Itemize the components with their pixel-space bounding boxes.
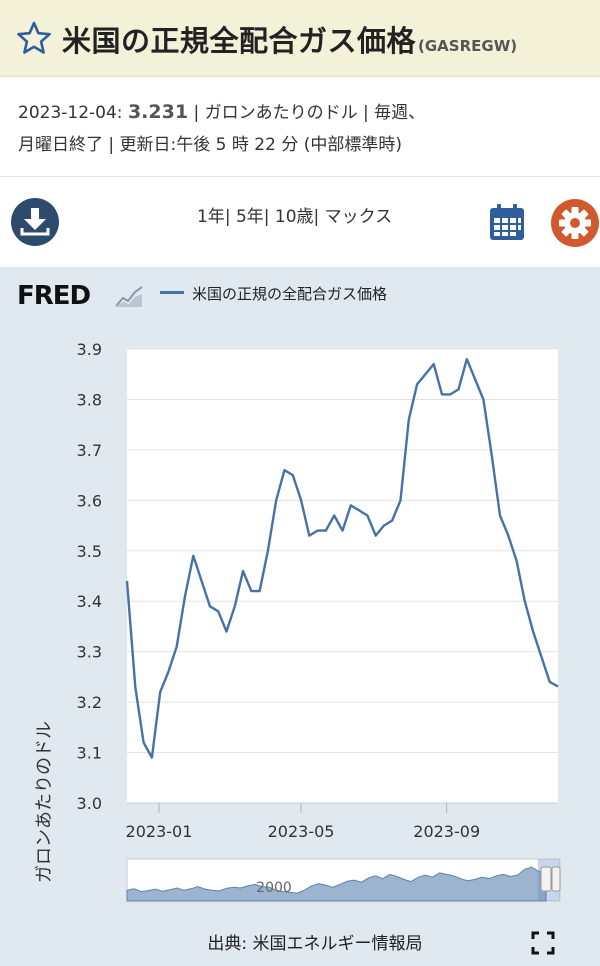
y-tick-label: 3.2 [77,693,102,712]
fullscreen-icon[interactable] [531,931,555,955]
source-note: 出典: 米国エネルギー情報局 [207,934,423,954]
x-tick-label: 2023-01 [126,822,193,841]
meta-line-2: 月曜日終了 | 更新日:午後 5 時 22 分 (中部標準時) [18,135,402,155]
y-tick-label: 3.9 [77,340,102,359]
title-bar: 米国の正規全配合ガス価格 (GASREGW) [0,0,600,77]
y-tick-label: 3.5 [77,542,102,561]
observation-value: 3.231 [127,101,189,123]
y-tick-label: 3.4 [77,592,102,611]
y-tick-label: 3.7 [77,441,102,460]
y-tick-label: 3.0 [77,794,102,813]
navigator-handle-right[interactable] [551,866,561,892]
x-tick-label: 2023-09 [413,822,480,841]
legend-label: 米国の正規の全配合ガス価格 [192,285,388,303]
date-range-selector: 1年| 5年| 10歳| マックス [197,202,392,227]
line-chart: 3.0 3.1 3.2 3.3 3.4 3.5 3.6 3.7 3.8 3.9 2023-01 20… [34,340,561,902]
observation-date: 2023-12-04: [18,103,123,123]
chart-legend: 米国の正規の全配合ガス価格 [160,283,387,304]
download-icon[interactable] [10,197,60,247]
series-id: (GASREGW) [418,37,518,55]
y-tick-label: 3.1 [77,744,102,763]
gear-icon[interactable] [550,198,600,248]
meta-units-frequency: | ガロンあたりのドル | 毎週、 [188,103,426,123]
meta-line-1: 2023-12-04: 3.231 | ガロンあたりのドル | 毎週、 [18,96,588,129]
range-10y[interactable]: 10歳| [274,207,320,227]
range-max[interactable]: マックス [324,207,393,227]
calendar-icon[interactable] [489,203,525,241]
chart-panel: 3.0 3.1 3.2 3.3 3.4 3.5 3.6 3.7 3.8 3.9 2023-01 20… [0,267,600,966]
navigator-handle[interactable] [540,866,552,892]
y-tick-label: 3.3 [77,643,102,662]
range-5y[interactable]: 5年| [235,207,270,227]
page-title: 米国の正規全配合ガス価格 (GASREGW) [62,18,517,60]
fred-logo: FRED [17,281,91,311]
x-tick-label: 2023-05 [268,822,335,841]
fred-logo-chart-icon [115,284,143,308]
y-axis-label: ガロンあたりのドル [34,721,55,883]
range-1y[interactable]: 1年| [197,207,231,227]
plot-area [127,349,558,803]
legend-swatch [160,291,184,294]
series-title: 米国の正規全配合ガス価格 [62,24,417,58]
navigator-year-label: 2000 [256,880,292,896]
star-icon[interactable] [16,20,52,56]
divider [0,176,600,177]
navigator-series-area [126,866,547,902]
y-tick-label: 3.8 [77,390,102,409]
y-tick-label: 3.6 [77,491,102,510]
gas-price-series-line [125,357,559,759]
observation-meta: 2023-12-04: 3.231 | ガロンあたりのドル | 毎週、 月曜日終… [18,96,588,161]
